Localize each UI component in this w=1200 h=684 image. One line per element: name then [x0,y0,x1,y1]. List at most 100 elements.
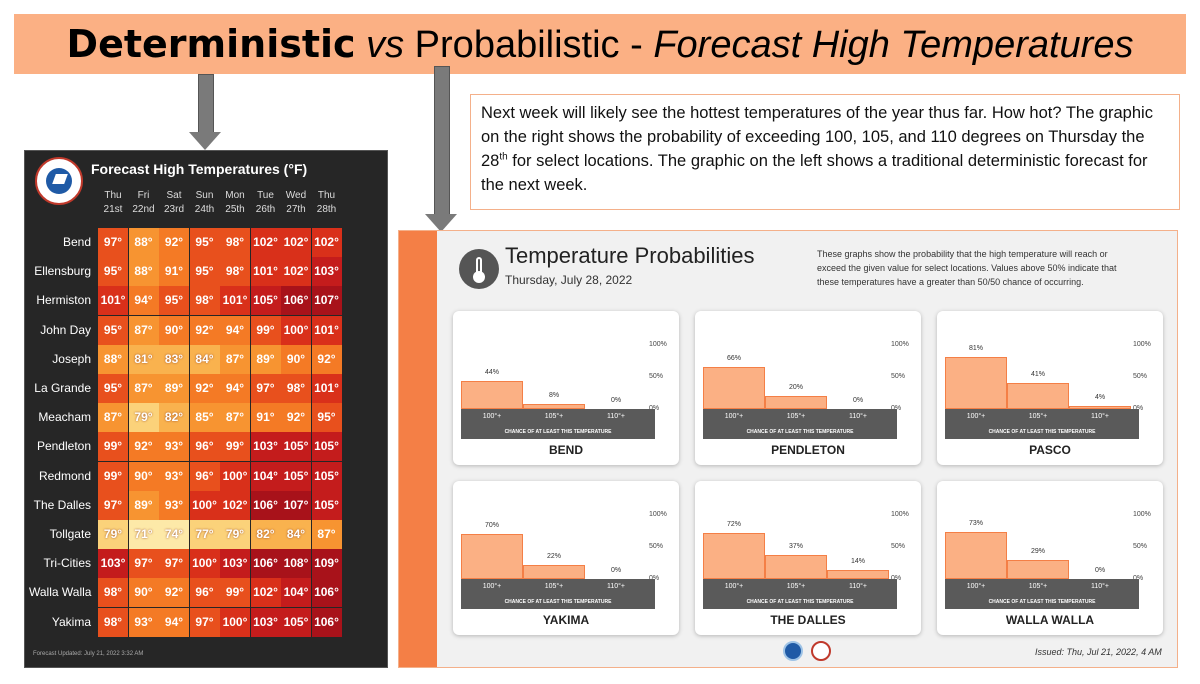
temp-cell: 93° [159,490,189,520]
axis-tick-label: 0% [891,575,901,582]
temp-cell: 95° [159,286,189,316]
description-textbox: Next week will likely see the hottest te… [470,94,1180,210]
day-date: 22nd [132,204,155,215]
deterministic-panel: Forecast High Temperatures (°F) Thu 21st F… [24,150,388,668]
day-date: 24th [194,204,215,215]
probability-value-label: 14% [850,558,865,566]
temp-cell: 99° [250,315,281,345]
temp-cell: 105° [250,286,281,316]
temp-cell: 83° [159,344,189,374]
temp-cell: 93° [159,432,189,462]
probability-value-label: 0% [1094,567,1106,574]
temp-cell: 74° [159,520,189,549]
noaa-logo [783,641,803,661]
temp-cell: 102° [281,228,311,257]
category-label: 105°+ [544,413,564,420]
probability-bar [765,555,827,579]
day-date: 28th [316,204,337,215]
probability-bar [765,396,827,409]
temp-cell: 95° [189,228,220,257]
temp-cell: 106° [250,490,281,520]
axis-tick-label: 100% [891,341,909,348]
probability-card: 100% 50% 0% 73% 29% 0% 100°+ 105°+ 110°+ CHANCE O… [937,481,1163,635]
location-name: BEND [548,443,583,457]
axis-tick-label: 50% [891,373,906,380]
temp-cell: 87° [311,520,342,549]
axis-tick-label: 0% [891,405,901,412]
category-label: 105°+ [544,583,564,590]
temp-cell: 100° [281,315,311,345]
probability-value-label: 70% [484,522,499,530]
temp-cell: 90° [281,344,311,374]
temp-cell: 88° [128,257,159,287]
temp-cell: 96° [189,461,220,491]
temp-cell: 109° [311,549,342,579]
temp-cell: 88° [98,344,128,374]
temp-cell: 98° [281,374,311,403]
probability-value-label: 0% [852,397,864,404]
category-label: 110°+ [606,583,626,590]
probability-bar [1007,382,1069,409]
temp-cell: 102° [250,228,281,257]
temp-cell: 105° [281,432,311,462]
city-label: The Dalles [33,497,91,512]
temp-cell: 105° [311,432,342,462]
temp-cell: 84° [189,344,220,374]
temp-cell: 99° [220,578,250,608]
city-label: Joseph [52,351,91,366]
temp-cell: 79° [98,520,128,549]
category-strip [461,579,655,609]
chart-caption: CHANCE OF AT LEAST THIS TEMPERATURE [988,599,1096,605]
probability-bar [827,570,889,579]
arrow-left-head [189,132,221,150]
nws-logo [35,157,83,205]
probability-bar [523,564,585,579]
forecast-updated: Forecast Updated: July 21, 2022 3:32 AM [33,651,143,657]
probability-title: Temperature Probabilities [505,243,755,268]
nws-logo-small [811,641,831,661]
temp-cell: 82° [250,520,281,549]
temp-cell: 98° [220,257,250,287]
city-label: La Grande [34,381,91,395]
day-header: Wed 27th [281,189,311,217]
category-label: 100°+ [724,583,744,590]
temp-cell: 87° [220,403,250,433]
city-label: Meacham [38,410,91,425]
temp-cell: 97° [98,490,128,520]
temp-cell: 94° [128,286,159,316]
day-of-week: Sat [166,190,182,201]
temp-cell: 101° [98,286,128,316]
accent-bar [399,231,437,667]
temp-cell: 95° [98,315,128,345]
temp-cell: 91° [250,403,281,433]
day-date: 27th [286,204,306,215]
day-of-week: Wed [285,190,307,201]
temp-cell: 90° [128,578,159,608]
axis-tick-label: 100% [1133,341,1151,348]
category-strip [945,579,1139,609]
temp-cell: 89° [250,344,281,374]
category-label: 105°+ [1028,583,1048,590]
probability-bar [461,534,523,579]
temp-cell: 79° [128,403,159,433]
day-header: Mon 25th [220,189,250,217]
city-label: Ellensburg [34,264,91,279]
day-header: Thu 28th [312,189,342,217]
temp-cell: 97° [128,549,159,579]
title-deterministic: Deterministic [66,22,356,66]
probability-value-label: 8% [548,391,560,399]
city-label: Walla Walla [29,585,92,600]
category-label: 100°+ [966,413,986,420]
probability-value-label: 81% [968,345,983,353]
probability-value-label: 29% [1030,548,1045,556]
temp-cell: 82° [159,403,189,433]
temp-cell: 101° [311,374,342,403]
category-label: 110°+ [1090,413,1110,420]
day-of-week: Tue [257,190,274,201]
temp-cell: 98° [98,607,128,637]
temp-cell: 94° [220,315,250,345]
temp-cell: 107° [311,286,342,316]
temp-cell: 101° [311,315,342,345]
probability-value-label: 20% [788,384,803,392]
temp-cell: 92° [159,578,189,608]
